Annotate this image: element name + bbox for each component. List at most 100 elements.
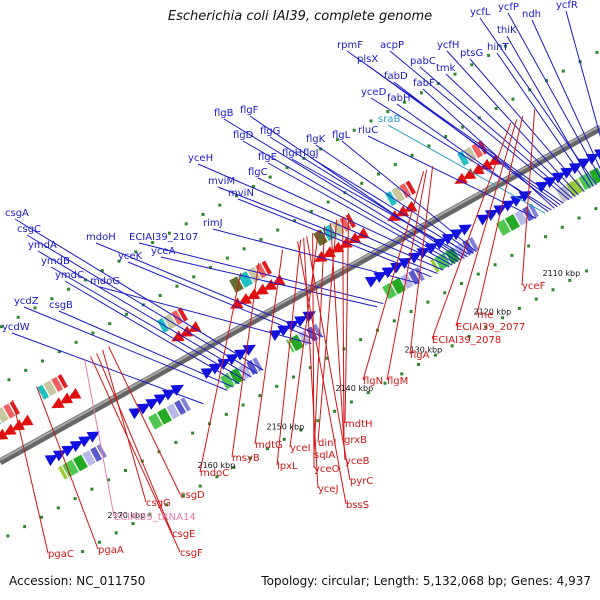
tick-dot xyxy=(209,265,213,269)
forward-gene-arrow xyxy=(69,440,84,452)
forward-gene-arrow xyxy=(424,243,439,255)
tick-dot xyxy=(551,288,555,292)
tick-dot xyxy=(309,209,313,213)
tick-dot xyxy=(560,225,564,229)
tick-dot xyxy=(527,244,531,248)
tick-dot xyxy=(403,100,407,104)
tick-dot xyxy=(349,400,353,404)
forward-leader-line xyxy=(26,234,258,375)
reverse-gene-block xyxy=(405,180,416,195)
forward-gene-label: pabC xyxy=(410,56,436,67)
forward-gene-label: ycdW xyxy=(2,322,30,333)
forward-gene-arrow xyxy=(510,195,524,207)
reverse-gene-block xyxy=(0,407,9,423)
tick-dot xyxy=(487,53,491,57)
forward-gene-block xyxy=(496,219,511,236)
reverse-gene-arrow xyxy=(454,172,468,184)
reverse-gene-block xyxy=(177,307,188,322)
reverse-leader-line xyxy=(297,241,347,505)
reverse-gene-block xyxy=(457,150,470,166)
reverse-gene-label: yceB xyxy=(345,456,370,467)
reverse-leader-line xyxy=(342,216,345,440)
reverse-gene-arrow xyxy=(0,428,9,440)
tick-dot xyxy=(459,281,463,285)
forward-gene-label: yceA xyxy=(151,246,176,257)
tick-dot xyxy=(108,322,112,326)
forward-gene-arrow xyxy=(398,257,412,269)
tick-dot xyxy=(242,247,246,251)
tick-dot xyxy=(123,468,127,472)
tick-dot xyxy=(224,412,228,416)
tick-dot xyxy=(16,315,20,319)
tick-dot xyxy=(90,487,94,491)
tick-dot xyxy=(73,497,77,501)
reverse-gene-arrow xyxy=(3,423,17,436)
reverse-gene-label: flgN xyxy=(363,376,383,387)
forward-gene-label: ycfL xyxy=(470,7,491,18)
tick-dot xyxy=(282,437,286,441)
reverse-gene-block xyxy=(471,143,484,159)
forward-gene-label: csgB xyxy=(49,300,73,311)
tick-dot xyxy=(181,493,185,497)
forward-gene-arrow xyxy=(585,153,600,165)
reverse-gene-label: flgM xyxy=(387,376,408,387)
leader-layer xyxy=(11,10,600,554)
reverse-gene-arrow xyxy=(20,414,34,426)
tick-dot xyxy=(444,135,448,139)
forward-gene-label: csgC xyxy=(17,224,41,235)
forward-leader-line xyxy=(315,144,474,254)
forward-gene-label: flgE xyxy=(258,152,277,163)
tick-dot xyxy=(308,366,312,370)
forward-gene-label: flgD xyxy=(233,130,254,141)
reverse-gene-arrow xyxy=(462,168,477,180)
tick-dot xyxy=(258,394,262,398)
tick-dot xyxy=(561,69,565,73)
reverse-gene-label: ECIAI39_2078 xyxy=(432,335,501,346)
forward-gene-arrow xyxy=(285,320,300,332)
tick-dot xyxy=(436,82,440,86)
forward-leader-line xyxy=(469,58,585,192)
forward-gene-arrow xyxy=(458,224,472,236)
reverse-gene-block xyxy=(229,276,244,293)
tick-dot xyxy=(360,181,364,185)
tick-dot xyxy=(241,403,245,407)
tick-dot xyxy=(56,506,60,510)
tick-dot xyxy=(134,250,138,254)
forward-gene-arrow xyxy=(170,384,184,396)
forward-gene-label: ycfR xyxy=(556,0,578,11)
forward-gene-label: tmk xyxy=(436,63,456,74)
tick-dot xyxy=(192,275,196,279)
forward-leader-line xyxy=(64,280,240,385)
forward-gene-label: flgJ xyxy=(303,148,319,159)
reverse-leader-line xyxy=(362,171,425,381)
tick-dot xyxy=(392,319,396,323)
reverse-gene-label: mdoC xyxy=(200,468,229,479)
reverse-leader-line xyxy=(12,399,49,554)
forward-leader-line xyxy=(249,115,462,261)
kbp-tick-label: 2140 kbp xyxy=(336,384,374,393)
tick-dot xyxy=(259,237,263,241)
reverse-gene-block xyxy=(3,403,16,419)
backbone-highlight xyxy=(0,125,600,461)
forward-leader-line xyxy=(212,228,420,284)
forward-gene-label: acpP xyxy=(380,40,404,51)
forward-gene-arrow xyxy=(390,262,404,274)
forward-leader-line xyxy=(396,103,549,213)
forward-gene-label: fabH xyxy=(387,93,411,104)
forward-gene-arrow xyxy=(441,233,456,245)
reverse-gene-label: bssS xyxy=(346,500,369,511)
reverse-gene-label: pgaA xyxy=(98,545,124,556)
kbp-tick-label: 2120 kbp xyxy=(474,307,512,316)
forward-gene-arrow xyxy=(234,349,248,361)
reverse-leader-line xyxy=(254,249,284,445)
forward-gene-arrow xyxy=(242,344,256,356)
forward-gene-label: ycdZ xyxy=(14,296,39,307)
reverse-leader-line xyxy=(455,119,518,327)
tick-dot xyxy=(97,540,101,544)
forward-gene-label: mdoG xyxy=(90,276,120,287)
reverse-gene-arrow xyxy=(263,278,278,291)
tick-dot xyxy=(494,106,498,110)
forward-leader-line xyxy=(565,10,600,138)
forward-leader-line xyxy=(446,50,579,196)
forward-gene-block xyxy=(73,454,88,472)
